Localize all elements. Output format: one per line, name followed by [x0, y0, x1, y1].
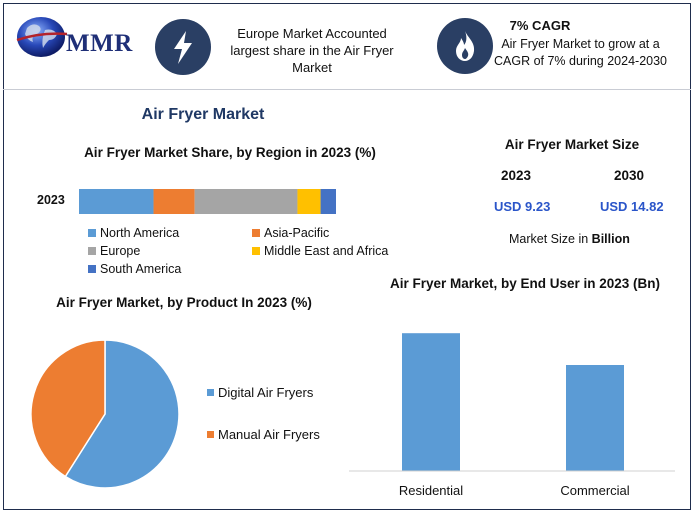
end-user-category-label: Residential — [399, 483, 463, 498]
legend-swatch — [88, 265, 96, 273]
pie-slice-manual-air-fryers — [30, 339, 106, 478]
region-bar-segment-south-america — [320, 189, 336, 214]
region-bar-segment-north-america — [79, 189, 154, 214]
lightning-bolt-icon — [155, 19, 211, 75]
region-legend-item: North America — [88, 226, 179, 240]
product-legend-item: Digital Air Fryers — [207, 385, 313, 400]
end-user-bar-chart: Residential Commercial — [349, 333, 675, 498]
region-legend-item: Middle East and Africa — [252, 244, 388, 258]
flame-icon — [437, 18, 493, 74]
market-size-value-2030: USD 14.82 — [600, 199, 664, 214]
legend-label: North America — [100, 226, 180, 240]
market-size-note: Market Size in Billion — [509, 232, 630, 246]
region-bar-segment-asia-pacific — [153, 189, 195, 214]
region-bar-segment-middle-east-and-africa — [297, 189, 321, 214]
end-user-bar-commercial — [566, 365, 624, 471]
legend-label: Europe — [100, 244, 141, 258]
pie-slice-digital-air-fryers — [64, 339, 180, 489]
end-user-bar-residential — [402, 333, 460, 471]
region-chart-title: Air Fryer Market Share, by Region in 202… — [84, 145, 376, 160]
logo-text: MMR — [66, 30, 133, 57]
product-pie-chart — [30, 339, 180, 489]
legend-swatch — [252, 229, 260, 237]
main-title: Air Fryer Market — [141, 106, 265, 123]
legend-label: South America — [100, 262, 182, 276]
fact1-text: Europe Market Accounted largest share in… — [230, 26, 394, 75]
legend-swatch — [207, 431, 214, 438]
globe-logo-icon — [16, 17, 68, 57]
market-size-title: Air Fryer Market Size — [504, 137, 640, 152]
legend-swatch — [252, 247, 260, 255]
legend-label: Asia-Pacific — [264, 226, 330, 240]
legend-label: Digital Air Fryers — [218, 385, 314, 400]
region-bar-segment-europe — [194, 189, 298, 214]
cagr-title: 7% CAGR — [509, 18, 571, 33]
header-divider — [3, 89, 691, 90]
legend-label: Manual Air Fryers — [218, 427, 320, 442]
product-chart-title: Air Fryer Market, by Product In 2023 (%) — [56, 295, 312, 310]
legend-swatch — [207, 389, 214, 396]
legend-swatch — [88, 247, 96, 255]
page-frame — [3, 3, 691, 510]
region-legend-item: South America — [88, 262, 181, 276]
product-legend-item: Manual Air Fryers — [207, 427, 320, 442]
market-size-year-2030: 2030 — [614, 168, 645, 183]
region-stacked-bar — [79, 189, 336, 214]
market-size-value-2023: USD 9.23 — [494, 199, 551, 214]
market-size-year-2023: 2023 — [501, 168, 532, 183]
legend-label: Middle East and Africa — [264, 244, 389, 258]
cagr-text: Air Fryer Market to grow at a CAGR of 7%… — [493, 37, 668, 68]
region-legend-item: Europe — [88, 244, 140, 258]
end-user-category-label: Commercial — [560, 483, 629, 498]
region-chart-category-label: 2023 — [37, 193, 65, 207]
end-user-chart-title: Air Fryer Market, by End User in 2023 (B… — [389, 276, 661, 291]
legend-swatch — [88, 229, 96, 237]
region-legend-item: Asia-Pacific — [252, 226, 329, 240]
